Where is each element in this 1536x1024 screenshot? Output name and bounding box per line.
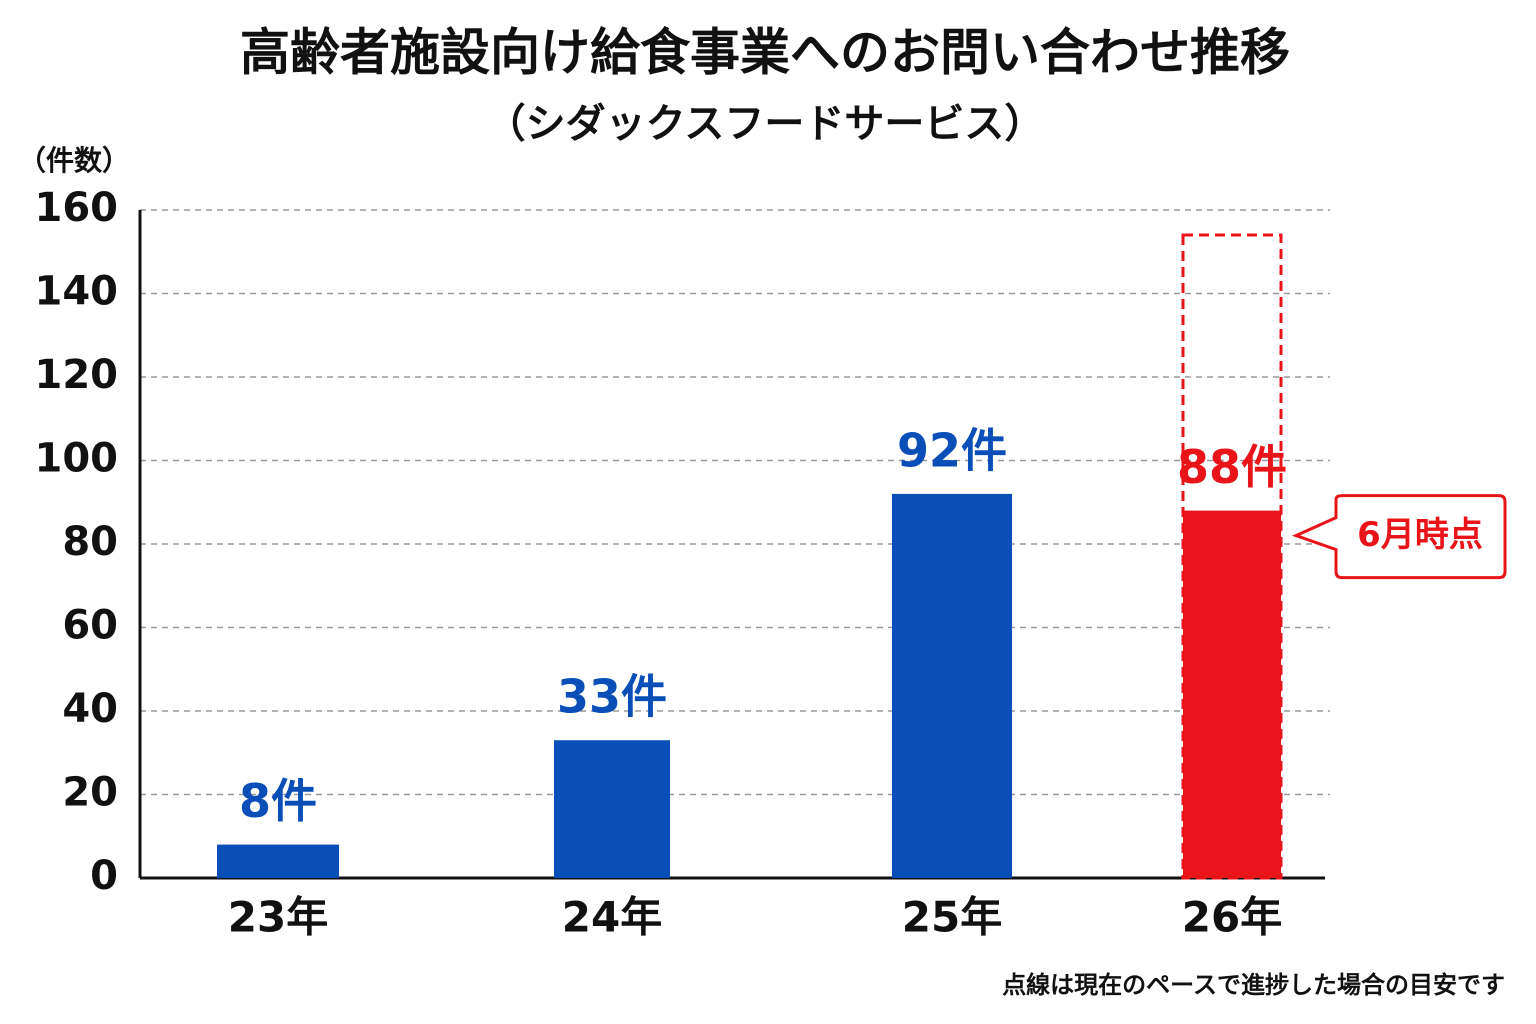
x-tick-label: 23年 bbox=[228, 893, 328, 942]
bar bbox=[1183, 510, 1281, 878]
y-tick-label: 140 bbox=[35, 269, 119, 315]
y-tick-label: 40 bbox=[62, 686, 118, 732]
y-tick-label: 100 bbox=[35, 436, 119, 482]
bar bbox=[554, 740, 670, 878]
value-label: 33件 bbox=[557, 670, 667, 724]
x-tick-label: 24年 bbox=[562, 893, 662, 942]
y-tick-label: 60 bbox=[62, 603, 118, 649]
callout-box bbox=[1291, 494, 1507, 580]
y-axis-label: （件数） bbox=[18, 144, 130, 177]
callout-text: 6月時点 bbox=[1357, 515, 1483, 555]
chart-title: 高齢者施設向け給食事業へのお問い合わせ推移 bbox=[240, 24, 1290, 82]
x-tick-label: 26年 bbox=[1182, 893, 1282, 942]
y-tick-label: 80 bbox=[62, 519, 118, 565]
chart-subtitle: （シダックスフードサービス） bbox=[486, 101, 1045, 147]
value-label: 92件 bbox=[897, 423, 1007, 477]
x-tick-label: 25年 bbox=[902, 893, 1002, 942]
y-tick-label: 0 bbox=[90, 853, 118, 899]
bar bbox=[217, 844, 339, 878]
y-tick-label: 120 bbox=[35, 352, 119, 398]
value-label: 8件 bbox=[239, 774, 317, 828]
footnote: 点線は現在のペースで進捗した場合の目安です bbox=[1002, 971, 1505, 999]
y-tick-label: 160 bbox=[35, 185, 119, 231]
y-tick-label: 20 bbox=[62, 770, 118, 816]
bar bbox=[892, 493, 1012, 878]
value-label: 88件 bbox=[1177, 440, 1287, 494]
